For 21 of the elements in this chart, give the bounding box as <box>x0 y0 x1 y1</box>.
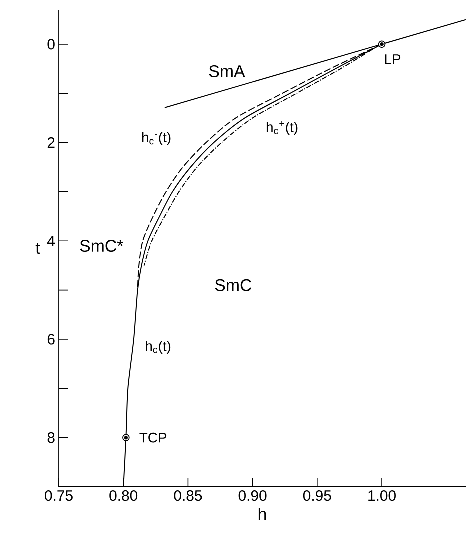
series-label: h$_{c}$(t) <box>146 340 170 354</box>
series-label: h$_{c}$$^{-}$(t) <box>142 132 170 146</box>
x-tick-label: 0.85 <box>174 490 202 502</box>
y-tick-label: 0 <box>47 39 55 50</box>
y-tick-label: 8 <box>48 432 55 444</box>
annotation: SmC <box>215 279 252 292</box>
series-label: TCP <box>139 432 166 443</box>
x-tick-label: 1.00 <box>368 490 396 502</box>
x-tick-label: 0.75 <box>44 490 73 502</box>
x-tick-label: 0.80 <box>109 490 138 502</box>
y-axis-title: t <box>36 242 40 254</box>
annotation: SmA <box>209 65 246 78</box>
y-tick-label: 4 <box>47 236 55 246</box>
x-tick-label: 0.95 <box>303 490 332 502</box>
series-label: h$_{c}$$^{+}$(t) <box>266 121 298 136</box>
x-tick-label: 0.90 <box>238 490 267 502</box>
series-label: LP <box>385 54 400 64</box>
x-axis-title: h <box>258 508 266 520</box>
y-tick-label: 6 <box>48 334 55 345</box>
y-tick-label: 2 <box>48 138 54 148</box>
annotation: SmC* <box>80 240 124 252</box>
